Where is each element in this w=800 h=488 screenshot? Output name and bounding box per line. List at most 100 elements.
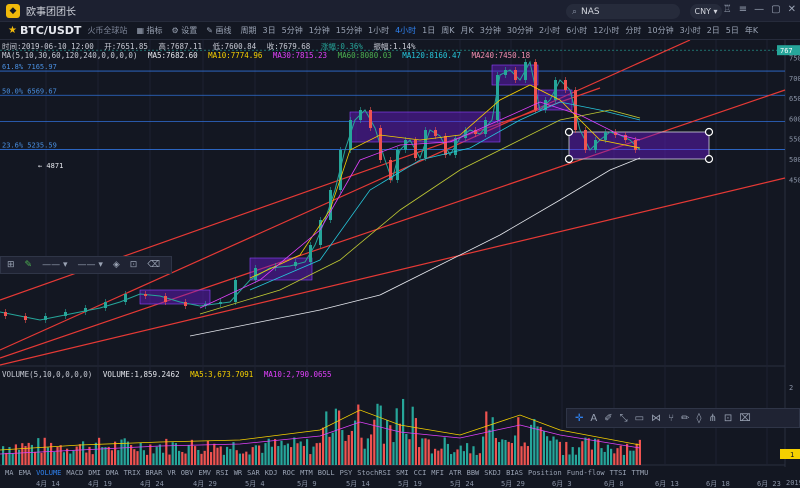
indicator-tab-bbw[interactable]: BBW [466,468,480,477]
indicator-tab-kdj[interactable]: KDJ [264,468,278,477]
ohlc-info: 时间:2019-06-10 12:00 开:7651.85 高:7687.11 … [2,41,422,52]
indicator-tab-position[interactable]: Position [527,468,562,477]
tf-timeshare[interactable]: 分时 [625,26,642,35]
close-icon[interactable]: ✕ [787,4,796,15]
indicator-tab-obv[interactable]: OBV [180,468,194,477]
indicator-tab-volume[interactable]: VOLUME [36,468,62,477]
trash-icon[interactable]: ⌧ [739,412,751,424]
draw-button[interactable]: ✎ 画线 [206,26,232,35]
volume-bar [418,447,421,465]
tf-week[interactable]: 周K [441,26,455,35]
ma10-value: MA10:7774.96 [208,51,263,60]
tf-15m[interactable]: 15分钟 [335,26,362,35]
indicator-tab-brar[interactable]: BRAR [145,468,163,477]
minimize-icon[interactable]: — [754,4,765,15]
tf-10m[interactable]: 10分钟 [647,26,674,35]
maximize-icon[interactable]: ▢ [771,4,781,15]
volume-bar [126,441,129,465]
indicator-tab-roc[interactable]: ROC [282,468,296,477]
tf-5m[interactable]: 5分钟 [281,26,303,35]
indicator-tab-ttsi[interactable]: TTSI [609,468,627,477]
pen-color-icon[interactable]: ✎ [24,260,33,270]
tf-1m[interactable]: 1分钟 [308,26,330,35]
tf-3d[interactable]: 3日 [262,26,276,35]
indicator-tab-fund-flow[interactable]: Fund-flow [566,468,605,477]
tf-12h[interactable]: 12小时 [593,26,620,35]
indicator-tab-psy[interactable]: PSY [339,468,353,477]
date-tick: 5月 24 [450,480,474,488]
fork-icon[interactable]: ⑂ [668,412,675,424]
indicator-tab-macd[interactable]: MACD [66,468,84,477]
indicator-tab-stochrsi[interactable]: StochRSI [357,468,391,477]
favorite-star-icon[interactable]: ★ [8,25,17,36]
volume-bar [142,450,145,465]
volume-bar [379,405,382,465]
indicator-tab-emv[interactable]: EMV [198,468,212,477]
line-style-dropdown[interactable]: —— ▾ [77,260,103,270]
indicator-tab-ema[interactable]: EMA [18,468,32,477]
indicator-tab-cci[interactable]: CCI [413,468,427,477]
indicator-tab-ttmu[interactable]: TTMU [631,468,649,477]
fill-icon[interactable]: ◈ [112,260,120,270]
menu-icon[interactable]: ≡ [738,4,748,15]
eraser-icon[interactable]: ◊ [696,412,702,424]
shirt-icon[interactable]: ♖ [722,4,732,15]
currency-select[interactable]: CNY ▾ [690,4,722,19]
volume-bar [219,446,222,465]
indicator-tab-ma[interactable]: MA [5,468,14,477]
ma-line [189,157,641,337]
settings-button[interactable]: ⚙ 设置 [171,26,198,35]
grid-icon[interactable]: ⊞ [7,260,15,270]
text-tool-icon[interactable]: A [590,412,598,424]
tf-1d[interactable]: 1日 [422,26,436,35]
tf-3h[interactable]: 3小时 [679,26,701,35]
indicator-tab-dmi[interactable]: DMI [88,468,101,477]
tf-3m[interactable]: 3分钟 [479,26,501,35]
volume-bar [629,450,632,465]
brush-icon[interactable]: ✐ [604,412,613,424]
indicator-tab-smi[interactable]: SMI [395,468,409,477]
tf-2h[interactable]: 2小时 [539,26,561,35]
indicator-tab-mtm[interactable]: MTM [300,468,313,477]
lock-drawing-icon[interactable]: ⊡ [723,412,733,424]
volume-ma10 [0,421,641,455]
indicator-tab-sar[interactable]: SAR [247,468,260,477]
tf-2d[interactable]: 2日 [706,26,720,35]
tf-month[interactable]: 月K [460,26,474,35]
tf-4h[interactable]: 4小时 [395,26,417,35]
measure-icon[interactable]: ⤡ [619,412,628,424]
candle-body [564,80,567,90]
search-box[interactable]: ⌕ [566,4,680,19]
rectangle-icon[interactable]: ▭ [634,412,645,424]
volume-bar [386,420,389,465]
price-axis-label: 800 [789,40,800,42]
tf-30m[interactable]: 30分钟 [506,26,534,35]
tf-5d[interactable]: 5日 [725,26,739,35]
indicator-tab-vr[interactable]: VR [167,468,176,477]
indicator-tab-atr[interactable]: ATR [448,468,462,477]
indicator-tab-mfi[interactable]: MFI [431,468,444,477]
indicator-tab-skdj[interactable]: SKDJ [484,468,502,477]
date-axis-year: 2019 [786,479,800,487]
indicator-tab-bias[interactable]: BIAS [506,468,523,477]
tf-1h[interactable]: 1小时 [367,26,390,35]
magnet-icon[interactable]: ⋔ [708,412,717,424]
indicator-tab-rsi[interactable]: RSI [216,468,229,477]
indicator-tab-dma[interactable]: DMA [105,468,119,477]
pencil-icon[interactable]: ✏ [681,412,690,424]
lock-icon[interactable]: ⊡ [129,260,138,270]
indicator-tab-boll[interactable]: BOLL [317,468,335,477]
indicator-tab-trix[interactable]: TRIX [123,468,141,477]
volume-bar [232,442,235,465]
tf-6h[interactable]: 6小时 [566,26,588,35]
symbol-name[interactable]: BTC/USDT [19,24,82,37]
pattern-icon[interactable]: ⋈ [651,412,662,424]
delete-icon[interactable]: ⌫ [147,260,161,270]
tf-year[interactable]: 年K [744,26,759,35]
search-input[interactable] [581,6,670,17]
line-width-dropdown[interactable]: —— ▾ [42,260,68,270]
crosshair-icon[interactable]: ✛ [575,412,584,424]
indicator-button[interactable]: ▦ 指标 [136,26,163,35]
indicator-tab-wr[interactable]: WR [233,468,243,477]
